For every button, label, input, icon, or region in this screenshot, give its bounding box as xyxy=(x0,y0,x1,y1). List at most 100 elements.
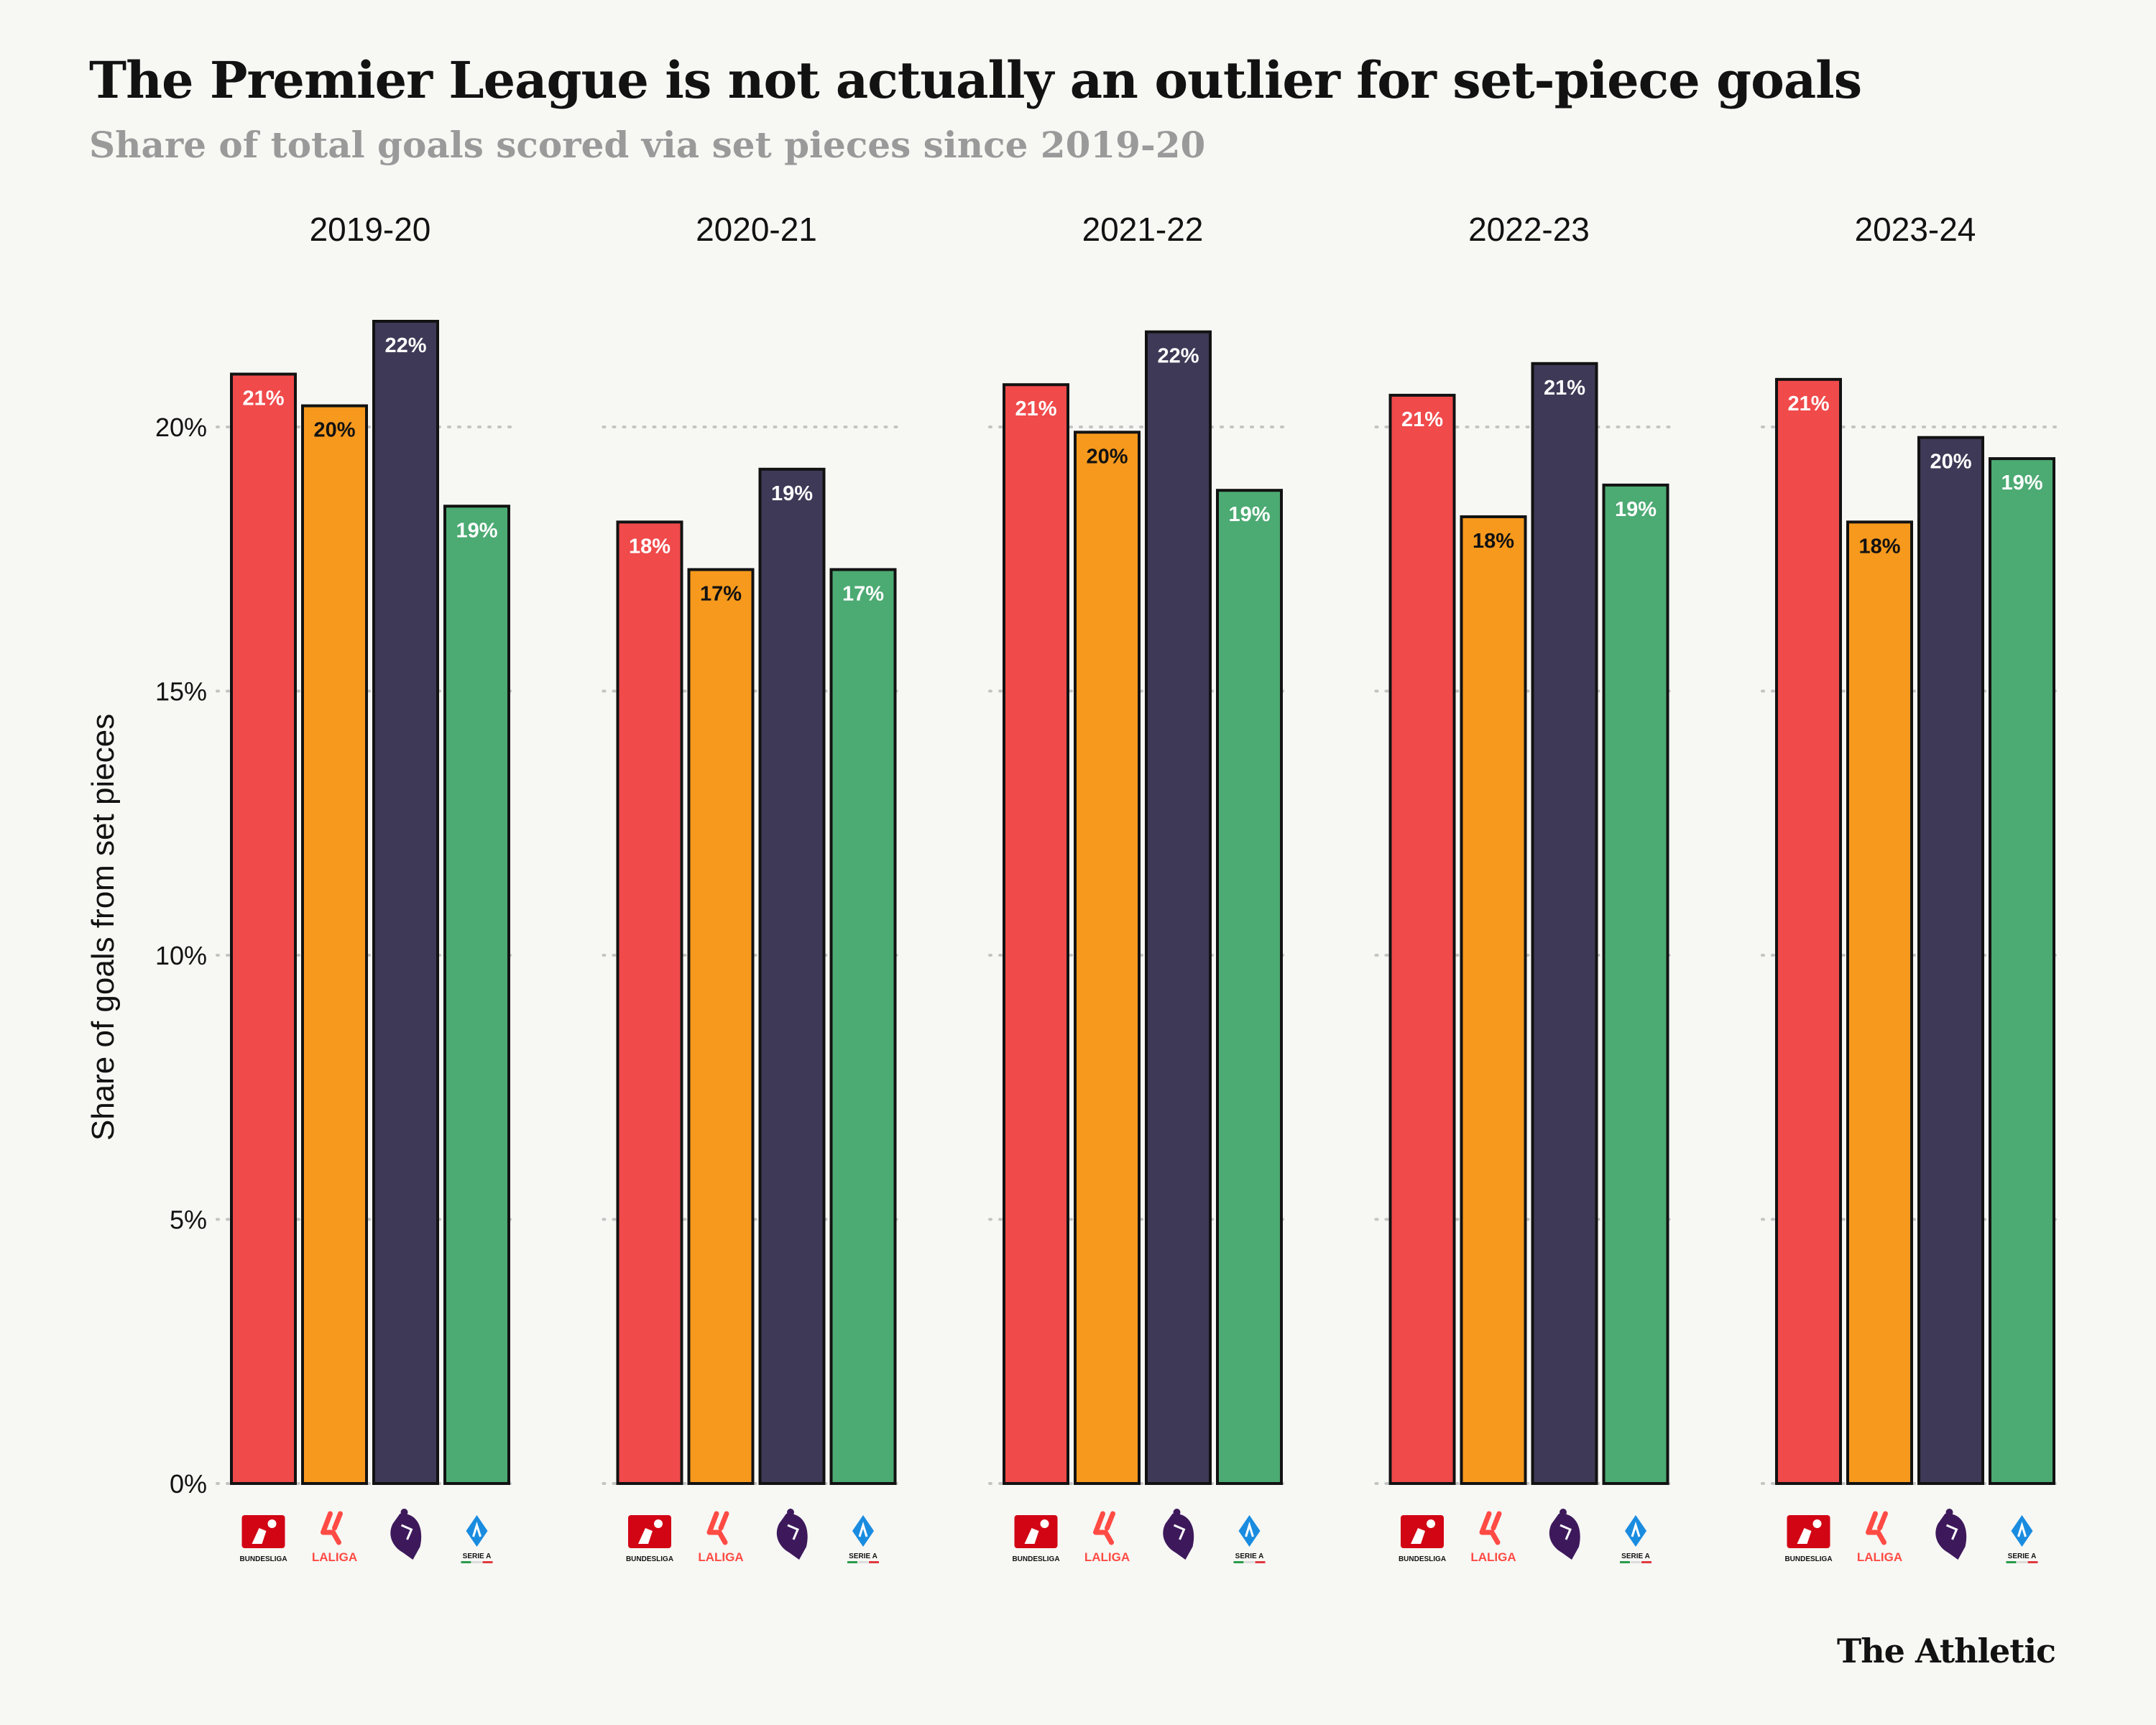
bar-value-label: 19% xyxy=(1615,498,1657,521)
bundesliga-ball-icon xyxy=(267,1519,277,1528)
bundesliga-wordmark: BUNDESLIGA xyxy=(239,1555,287,1563)
premier-league-crown-icon xyxy=(787,1509,794,1516)
bar xyxy=(758,467,826,1485)
premier-league-crown-icon xyxy=(1945,1509,1953,1516)
bar xyxy=(1460,515,1527,1486)
y-tick-label: 20% xyxy=(155,413,207,442)
bar-value-label: 19% xyxy=(1228,503,1270,526)
serie-a-tricolor-green xyxy=(847,1561,857,1563)
laliga-wordmark: LALIGA xyxy=(1084,1550,1130,1564)
bundesliga-wordmark: BUNDESLIGA xyxy=(1784,1555,1832,1563)
bundesliga-player-icon xyxy=(1024,1528,1039,1544)
bar xyxy=(616,520,683,1485)
premier-league-logo-icon xyxy=(1549,1513,1580,1560)
panel-title: 2019-20 xyxy=(310,211,431,248)
serie-a-tricolor-white xyxy=(471,1561,482,1563)
bundesliga-player-icon xyxy=(252,1528,267,1544)
serie-a-tricolor-white xyxy=(1631,1561,1641,1563)
bar xyxy=(230,372,297,1485)
laliga-wordmark: LALIGA xyxy=(1857,1550,1902,1564)
bundesliga-wordmark: BUNDESLIGA xyxy=(1012,1555,1059,1563)
bar xyxy=(1531,362,1598,1485)
bar-value-label: 17% xyxy=(842,582,884,605)
bar-value-label: 22% xyxy=(1157,345,1199,368)
bar xyxy=(1775,377,1842,1485)
bar xyxy=(301,404,368,1485)
serie-a-tricolor-white xyxy=(2017,1561,2027,1563)
bar-value-label: 18% xyxy=(1473,530,1514,553)
premier-league-mane-icon xyxy=(1945,1524,1958,1540)
y-tick-label: 0% xyxy=(170,1469,207,1499)
panel-title: 2021-22 xyxy=(1082,211,1204,248)
serie-a-tricolor-red xyxy=(1255,1561,1266,1563)
y-tick-label: 5% xyxy=(170,1205,207,1235)
serie-a-letter-icon xyxy=(2017,1521,2027,1537)
serie-a-tricolor-red xyxy=(1641,1561,1651,1563)
serie-a-tricolor-green xyxy=(2006,1561,2017,1563)
premier-league-logo-icon xyxy=(1935,1513,1967,1560)
serie-a-logo-icon xyxy=(852,1515,874,1547)
premier-league-logo-icon xyxy=(776,1513,808,1560)
bar-value-label: 22% xyxy=(384,334,426,357)
chart-title: The Premier League is not actually an ou… xyxy=(89,50,1862,110)
panel-title: 2022-23 xyxy=(1468,211,1590,248)
bar-value-label: 19% xyxy=(771,482,813,505)
laliga-wordmark: LALIGA xyxy=(698,1550,743,1564)
premier-league-crown-icon xyxy=(1560,1509,1567,1516)
bar-value-label: 18% xyxy=(629,535,671,558)
bundesliga-player-icon xyxy=(638,1528,653,1544)
bar-value-label: 19% xyxy=(2001,472,2042,494)
bar xyxy=(1917,436,1984,1486)
panel-title: 2023-24 xyxy=(1855,211,1976,248)
chart-subtitle: Share of total goals scored via set piec… xyxy=(89,124,1206,166)
bar-value-label: 18% xyxy=(1858,535,1900,558)
serie-a-letter-icon xyxy=(858,1521,868,1537)
laliga-logo-icon xyxy=(1866,1511,1888,1545)
bar xyxy=(1602,483,1669,1485)
bundesliga-player-icon xyxy=(1411,1528,1425,1544)
serie-a-wordmark: SERIE A xyxy=(2008,1552,2037,1560)
laliga-logo-icon xyxy=(321,1511,343,1545)
bar xyxy=(1846,520,1913,1485)
serie-a-tricolor-green xyxy=(1620,1561,1630,1563)
bar-value-label: 19% xyxy=(456,519,497,542)
serie-a-tricolor-green xyxy=(1233,1561,1244,1563)
bar-value-label: 21% xyxy=(1015,397,1056,420)
serie-a-logo-icon xyxy=(2011,1515,2033,1547)
premier-league-crown-icon xyxy=(1173,1509,1181,1516)
premier-league-logo-icon xyxy=(390,1513,422,1560)
bundesliga-player-icon xyxy=(1797,1528,1812,1544)
bundesliga-ball-icon xyxy=(1812,1519,1822,1528)
bar xyxy=(1989,457,2055,1485)
serie-a-letter-icon xyxy=(1631,1521,1641,1537)
serie-a-wordmark: SERIE A xyxy=(463,1552,492,1560)
serie-a-logo-icon xyxy=(1238,1515,1261,1547)
premier-league-crown-icon xyxy=(400,1509,408,1516)
bundesliga-ball-icon xyxy=(1040,1519,1049,1528)
serie-a-tricolor-red xyxy=(869,1561,879,1563)
laliga-logo-icon xyxy=(706,1511,729,1545)
bar xyxy=(1216,489,1283,1486)
bar-value-label: 21% xyxy=(1544,377,1585,400)
bar-value-label: 20% xyxy=(1086,445,1128,468)
bar xyxy=(1388,393,1456,1485)
premier-league-mane-icon xyxy=(1173,1524,1186,1540)
bundesliga-wordmark: BUNDESLIGA xyxy=(626,1555,673,1563)
serie-a-letter-icon xyxy=(472,1521,482,1537)
premier-league-logo-icon xyxy=(1163,1513,1194,1560)
the-athletic-logo: The Athletic xyxy=(1836,1632,2056,1670)
serie-a-letter-icon xyxy=(1245,1521,1254,1537)
y-tick-label: 10% xyxy=(155,941,207,970)
serie-a-tricolor-green xyxy=(461,1561,471,1563)
bar xyxy=(687,568,755,1486)
laliga-logo-icon xyxy=(1479,1511,1502,1545)
laliga-logo-icon xyxy=(1093,1511,1115,1545)
bar xyxy=(1074,431,1141,1485)
bundesliga-ball-icon xyxy=(1427,1519,1435,1528)
serie-a-tricolor-white xyxy=(858,1561,868,1563)
serie-a-wordmark: SERIE A xyxy=(1621,1552,1650,1560)
bar-value-label: 21% xyxy=(1787,392,1829,415)
serie-a-tricolor-red xyxy=(2027,1561,2038,1563)
premier-league-mane-icon xyxy=(787,1524,799,1540)
